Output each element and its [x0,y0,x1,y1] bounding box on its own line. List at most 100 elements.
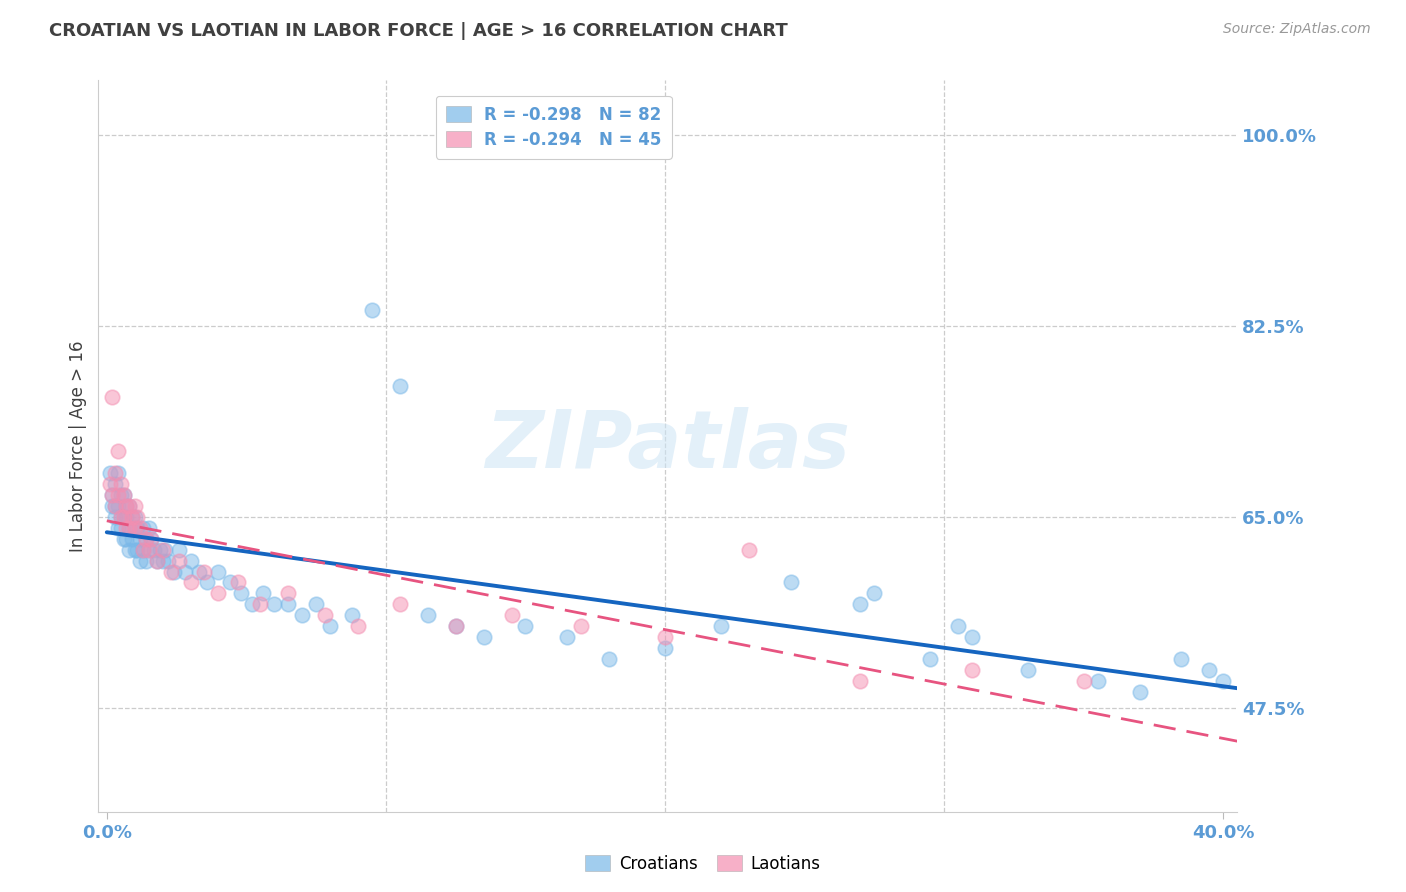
Croatians [107,499,129,513]
Croatians [277,597,299,611]
Croatians [110,510,132,524]
Laotians [249,597,271,611]
Laotians [160,565,183,579]
Laotians [1073,673,1095,688]
Laotians [569,619,592,633]
Croatians [143,542,166,557]
Croatians [444,619,467,633]
Laotians [849,673,872,688]
Croatians [1198,663,1220,677]
Croatians [187,565,209,579]
Croatians [98,467,121,481]
Croatians [163,565,186,579]
Croatians [135,532,157,546]
Laotians [135,532,157,546]
Laotians [347,619,370,633]
Croatians [710,619,733,633]
Laotians [110,477,132,491]
Croatians [115,532,138,546]
Croatians [849,597,872,611]
Croatians [1212,673,1234,688]
Laotians [152,542,174,557]
Laotians [193,565,215,579]
Croatians [118,542,141,557]
Legend: Croatians, Laotians: Croatians, Laotians [579,848,827,880]
Croatians [180,554,202,568]
Laotians [124,499,146,513]
Laotians [129,521,152,535]
Croatians [129,532,152,546]
Croatians [1017,663,1039,677]
Croatians [110,521,132,535]
Laotians [501,608,523,623]
Croatians [515,619,537,633]
Laotians [115,521,138,535]
Croatians [107,467,129,481]
Laotians [654,630,676,644]
Croatians [155,542,177,557]
Croatians [121,510,143,524]
Croatians [157,554,180,568]
Laotians [107,488,129,502]
Y-axis label: In Labor Force | Age > 16: In Labor Force | Age > 16 [69,340,87,552]
Croatians [118,499,141,513]
Croatians [112,532,135,546]
Croatians [920,652,942,666]
Croatians [174,565,197,579]
Laotians [118,499,141,513]
Croatians [229,586,252,600]
Laotians [388,597,411,611]
Croatians [388,379,411,393]
Croatians [252,586,274,600]
Croatians [115,499,138,513]
Croatians [129,554,152,568]
Croatians [779,575,801,590]
Laotians [101,390,124,404]
Croatians [195,575,218,590]
Croatians [107,521,129,535]
Croatians [863,586,886,600]
Croatians [101,488,124,502]
Croatians [472,630,495,644]
Croatians [291,608,314,623]
Laotians [277,586,299,600]
Croatians [946,619,969,633]
Laotians [226,575,249,590]
Croatians [149,542,172,557]
Laotians [118,521,141,535]
Laotians [141,532,163,546]
Croatians [207,565,229,579]
Laotians [314,608,336,623]
Croatians [110,488,132,502]
Croatians [135,554,157,568]
Croatians [124,510,146,524]
Laotians [115,499,138,513]
Croatians [127,542,149,557]
Croatians [138,521,160,535]
Croatians [598,652,620,666]
Croatians [112,510,135,524]
Croatians [118,521,141,535]
Laotians [98,477,121,491]
Croatians [138,542,160,557]
Croatians [104,477,127,491]
Laotians [738,542,761,557]
Croatians [218,575,240,590]
Croatians [121,532,143,546]
Croatians [127,521,149,535]
Laotians [104,499,127,513]
Laotians [146,554,169,568]
Text: CROATIAN VS LAOTIAN IN LABOR FORCE | AGE > 16 CORRELATION CHART: CROATIAN VS LAOTIAN IN LABOR FORCE | AGE… [49,22,787,40]
Text: ZIPatlas: ZIPatlas [485,407,851,485]
Croatians [132,521,155,535]
Laotians [107,444,129,458]
Croatians [319,619,342,633]
Croatians [361,302,384,317]
Laotians [207,586,229,600]
Croatians [124,521,146,535]
Laotians [960,663,983,677]
Croatians [240,597,263,611]
Laotians [112,510,135,524]
Croatians [1129,684,1152,698]
Laotians [444,619,467,633]
